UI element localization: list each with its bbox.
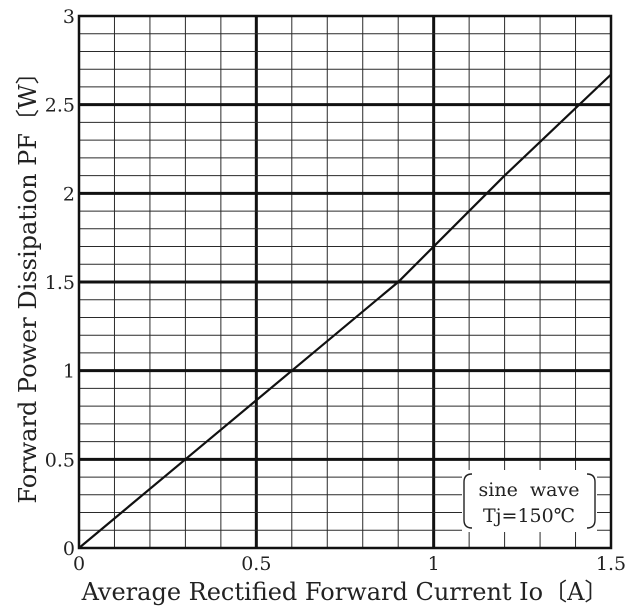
annotation-line-2: Tj=150℃: [483, 505, 575, 527]
x-tick-label: 1.5: [596, 553, 626, 575]
annotation-box: sine wave Tj=150℃: [462, 470, 597, 532]
x-tick-label: 0.5: [241, 553, 271, 575]
series-group: [78, 73, 612, 549]
grid: [79, 16, 611, 548]
y-axis-label: Forward Power Dissipation PF〔W〕: [14, 60, 42, 503]
x-axis-label: Average Rectified Forward Current Io〔A〕: [81, 578, 609, 606]
y-tick-label: 2.5: [45, 95, 75, 117]
y-tick-label: 0.5: [45, 449, 75, 471]
annotation-right-bracket: [586, 473, 596, 529]
x-tick-label: 1: [428, 553, 440, 575]
y-tick-label: 3: [63, 6, 75, 28]
y-tick-label: 1: [63, 361, 75, 383]
plot-frame: [77, 14, 613, 550]
y-axis-ticks: 0 0.5 1 1.5 2 2.5 3: [45, 6, 75, 560]
series-line: [78, 73, 612, 549]
x-tick-label: 0: [73, 553, 85, 575]
x-axis-ticks: 0 0.5 1 1.5: [73, 553, 626, 575]
y-tick-label: 2: [63, 183, 75, 205]
annotation-left-bracket: [463, 473, 473, 529]
y-tick-label: 0: [63, 538, 75, 560]
annotation-line-1: sine wave: [479, 479, 580, 501]
y-tick-label: 1.5: [45, 272, 75, 294]
